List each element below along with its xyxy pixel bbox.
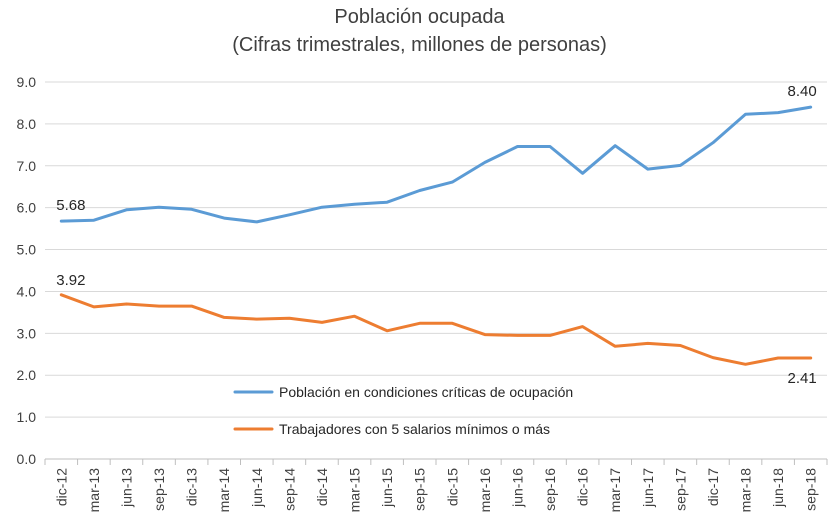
x-tick-label: dic-15 xyxy=(444,468,460,506)
x-tick-label: dic-14 xyxy=(314,468,330,506)
legend-label: Trabajadores con 5 salarios mínimos o má… xyxy=(279,421,550,437)
x-tick-label: jun-14 xyxy=(249,468,265,508)
x-tick-label: jun-15 xyxy=(379,468,395,508)
x-tick-label: jun-18 xyxy=(770,468,786,508)
chart-title: Población ocupada xyxy=(334,6,505,28)
x-tick-label: dic-12 xyxy=(53,468,69,506)
x-tick-label: sep-13 xyxy=(151,468,167,511)
x-tick-label: mar-15 xyxy=(347,468,363,513)
series-line-1 xyxy=(59,105,813,224)
x-tick-label: sep-14 xyxy=(281,468,297,511)
x-tick-label: sep-17 xyxy=(672,468,688,511)
y-tick-label: 5.0 xyxy=(17,242,37,258)
x-tick-label: dic-13 xyxy=(184,468,200,506)
x-tick-label: mar-16 xyxy=(477,468,493,513)
x-tick-label: mar-18 xyxy=(738,468,754,513)
x-tick-label: dic-17 xyxy=(705,468,721,506)
data-label: 8.40 xyxy=(788,83,817,100)
y-tick-label: 2.0 xyxy=(17,367,37,383)
y-tick-label: 8.0 xyxy=(17,116,37,132)
chart-subtitle: (Cifras trimestrales, millones de person… xyxy=(232,34,607,56)
y-tick-label: 9.0 xyxy=(17,74,37,90)
data-label: 3.92 xyxy=(56,272,85,289)
x-tick-label: jun-17 xyxy=(640,468,656,508)
x-tick-label: mar-17 xyxy=(607,468,623,513)
x-tick-label: mar-13 xyxy=(86,468,102,513)
data-label: 2.41 xyxy=(788,370,817,387)
data-label: 5.68 xyxy=(56,197,85,214)
x-tick-label: dic-16 xyxy=(575,468,591,506)
x-tick-label: mar-14 xyxy=(216,468,232,513)
series-line-2 xyxy=(59,293,813,366)
y-tick-label: 3.0 xyxy=(17,325,37,341)
y-tick-label: 0.0 xyxy=(17,451,37,467)
legend-label: Población en condiciones críticas de ocu… xyxy=(279,384,573,400)
y-tick-label: 7.0 xyxy=(17,158,37,174)
x-tick-label: jun-16 xyxy=(509,468,525,508)
y-tick-label: 1.0 xyxy=(17,409,37,425)
x-tick-label: sep-18 xyxy=(803,468,819,511)
x-tick-label: jun-13 xyxy=(118,468,134,508)
x-tick-label: sep-15 xyxy=(412,468,428,511)
y-tick-label: 4.0 xyxy=(17,283,37,299)
x-tick-label: sep-16 xyxy=(542,468,558,511)
y-tick-label: 6.0 xyxy=(17,200,37,216)
